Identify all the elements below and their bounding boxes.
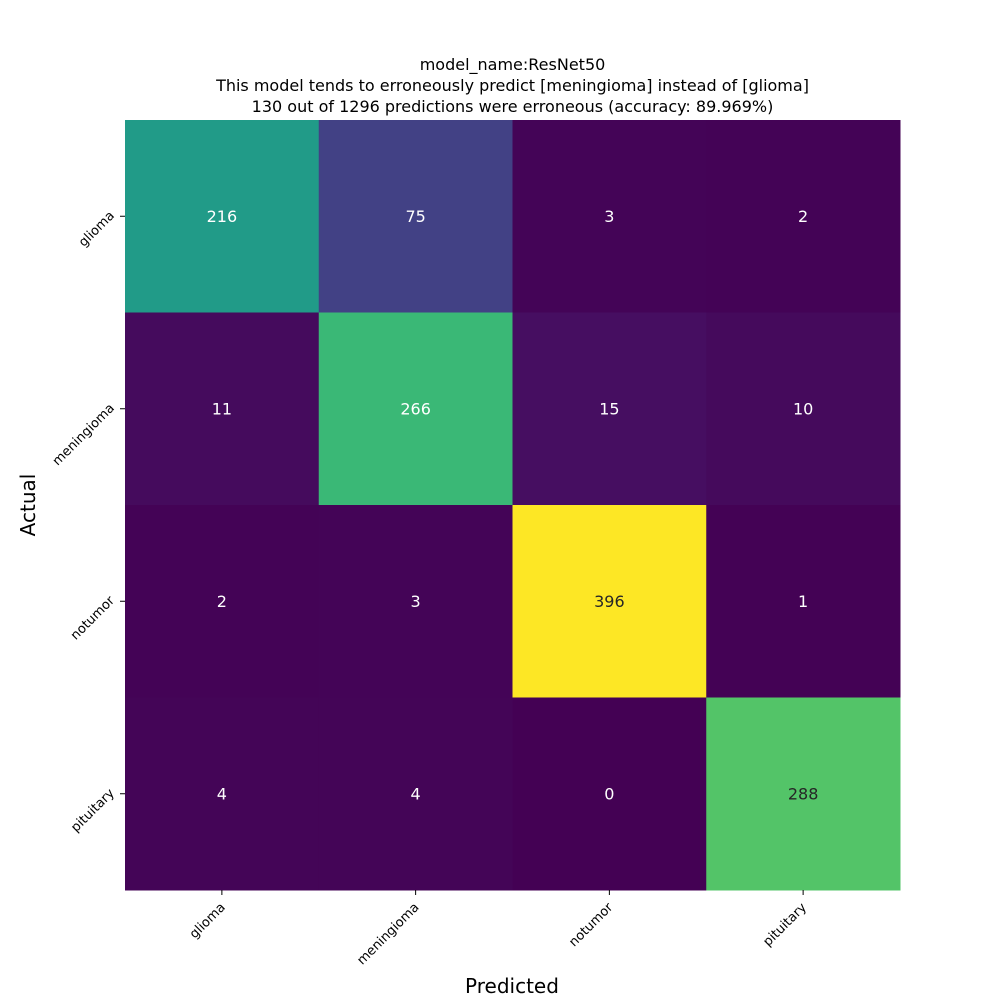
chart-title-line: model_name:ResNet50 [420, 55, 606, 75]
heatmap-cell [706, 505, 901, 698]
heatmap-cell [125, 505, 320, 698]
cell-value-label: 216 [207, 207, 238, 226]
cell-value-label: 4 [411, 784, 421, 803]
heatmap-cell [318, 505, 513, 698]
heatmap-cell [125, 312, 320, 506]
cell-value-label: 1 [798, 592, 808, 611]
heatmap-cell [512, 120, 707, 313]
heatmap-cell [512, 312, 707, 506]
heatmap-cell [706, 697, 901, 891]
heatmap-cell [512, 505, 707, 698]
y-tick-label: meningioma [50, 401, 118, 469]
chart-title-line: 130 out of 1296 predictions were erroneo… [252, 97, 774, 116]
heatmap-cell [706, 120, 901, 313]
chart-title-line: This model tends to erroneously predict … [215, 76, 809, 95]
cell-value-label: 15 [599, 399, 619, 418]
cell-value-label: 288 [788, 784, 819, 803]
heatmap-cell [512, 697, 707, 891]
heatmap-cell [318, 697, 513, 891]
cell-value-label: 11 [212, 399, 232, 418]
heatmap-cell [318, 312, 513, 506]
heatmap-cell [318, 120, 513, 313]
y-tick-label: pituitary [68, 786, 118, 836]
x-tick-label: glioma [187, 900, 229, 942]
x-tick-label: notumor [566, 900, 616, 950]
cell-value-label: 0 [604, 784, 614, 803]
cell-value-label: 2 [217, 592, 227, 611]
x-tick-label: meningioma [354, 900, 422, 968]
cell-value-label: 4 [217, 784, 227, 803]
cell-value-label: 2 [798, 207, 808, 226]
x-tick-label: pituitary [761, 900, 811, 950]
heatmap-cell [125, 120, 320, 313]
cell-value-label: 266 [400, 399, 431, 418]
cell-value-label: 10 [793, 399, 813, 418]
y-tick-label: notumor [68, 593, 118, 643]
cell-value-label: 3 [411, 592, 421, 611]
heatmap-cell [706, 312, 901, 506]
cell-value-label: 75 [405, 207, 425, 226]
heatmap-cells: 216 75 3 2 11 266 15 10 2 3 396 1 4 4 0 288 [125, 120, 901, 891]
y-axis-label: Actual [16, 474, 40, 537]
heatmap-cell [125, 697, 320, 891]
cell-value-label: 3 [604, 207, 614, 226]
y-tick-label: glioma [76, 208, 118, 250]
x-axis-label: Predicted [465, 974, 559, 998]
cell-value-label: 396 [594, 592, 625, 611]
